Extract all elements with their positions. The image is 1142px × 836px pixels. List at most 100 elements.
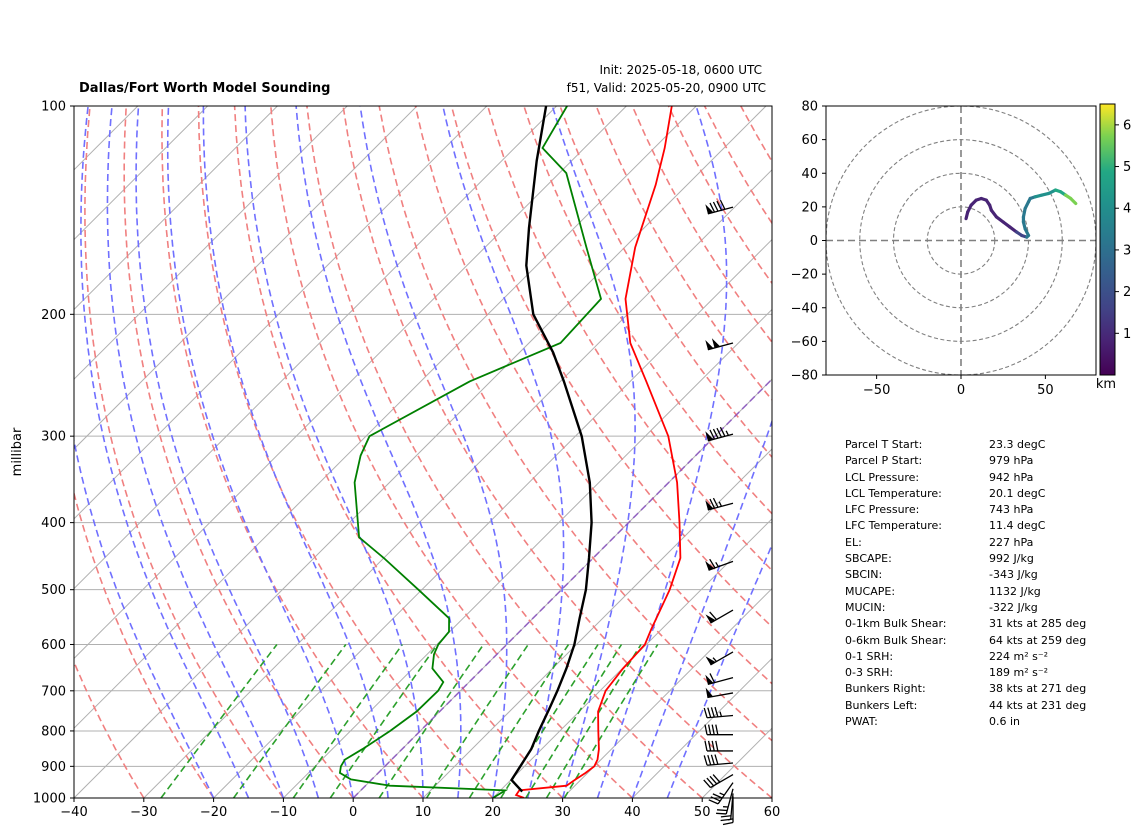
- parameter-label: Parcel P Start:: [845, 454, 923, 468]
- parameter-row: SBCAPE: 992 J/kg: [845, 551, 1086, 567]
- barb-full: [712, 774, 721, 783]
- barb-flag: [705, 204, 714, 214]
- parameter-value: 992 J/kg: [989, 552, 1034, 566]
- parameter-label: SBCIN:: [845, 568, 883, 582]
- mixing-ratio-line: [378, 644, 485, 798]
- skewt-lines-layer: [74, 106, 772, 798]
- init-time: Init: 2025-05-18, 0600 UTC: [599, 63, 762, 77]
- barb-full: [703, 707, 708, 718]
- barb-half: [719, 792, 725, 796]
- parameter-label: MUCIN:: [845, 600, 886, 614]
- dry-adiabat-line: [486, 106, 772, 572]
- isotherm-line: [213, 238, 772, 798]
- parameter-label: 0-1km Bulk Shear:: [845, 617, 947, 631]
- x-tick-label: 20: [485, 805, 502, 820]
- moist-adiabat-line: [295, 106, 462, 798]
- barb-full: [716, 427, 723, 438]
- dewpoint-profile: [338, 106, 603, 798]
- barb-flag: [705, 614, 716, 624]
- mixing-ratio-line: [292, 644, 403, 798]
- barb-full: [707, 754, 712, 766]
- x-tick-label: 50: [694, 805, 711, 820]
- moist-adiabat-line: [106, 106, 285, 798]
- x-tick-label: 60: [764, 805, 781, 820]
- barb-shaft: [707, 714, 734, 719]
- mixing-ratio-line: [160, 644, 278, 798]
- barb-shaft: [710, 774, 734, 789]
- wind-barb: [705, 497, 734, 511]
- hodo-y-tick-label: 60: [801, 133, 818, 148]
- parameter-value: 23.3 degC: [989, 438, 1046, 451]
- skewt-y-ticks: 1000 900 800 700 600 500 400 300 200 100: [33, 100, 74, 807]
- colorbar-tick-label: 6: [1123, 118, 1131, 133]
- barb-full: [707, 724, 712, 735]
- isotherm-line: [143, 169, 772, 798]
- skewt-x-ticks: −40 −30 −20 −10 0 10 20 30 40 50 60: [60, 798, 780, 820]
- parameter-label: SBCAPE:: [845, 552, 892, 566]
- hodograph-plot: −50 0 50 80 60 40 20 0 −20 −40 −60 −80 1 2 3 4 5 6 km: [791, 100, 1132, 399]
- parameter-label: Bunkers Right:: [845, 682, 926, 696]
- barb-full: [719, 426, 726, 437]
- wind-barb: [705, 338, 734, 351]
- parcel-profile: [509, 106, 593, 793]
- hodograph-y-ticks: 80 60 40 20 0 −20 −40 −60 −80: [791, 100, 826, 384]
- parameter-row: LCL Temperature: 20.1 degC: [845, 486, 1086, 502]
- wind-barb: [705, 651, 734, 666]
- barb-full: [712, 428, 719, 439]
- moist-adiabat-line: [80, 106, 250, 798]
- chart-title: Dallas/Fort Worth Model Sounding: [79, 81, 330, 96]
- barb-full: [704, 740, 708, 752]
- parameter-value: 64 kts at 259 deg: [989, 633, 1087, 647]
- barb-full: [704, 724, 708, 735]
- barb-full: [708, 799, 719, 805]
- barb-full: [712, 201, 719, 212]
- isotherm-line: [492, 518, 772, 798]
- parameter-row: Parcel P Start: 979 hPa: [845, 453, 1086, 469]
- parameter-row: LFC Pressure: 743 hPa: [845, 502, 1086, 518]
- x-tick-label: 40: [624, 805, 641, 820]
- dry-adiabat-line: [161, 106, 424, 798]
- parameter-label: MUCAPE:: [845, 584, 896, 598]
- barb-full: [709, 775, 718, 785]
- barb-full: [706, 777, 715, 787]
- y-tick-label: 800: [41, 724, 66, 739]
- barb-full: [709, 202, 716, 213]
- x-tick-label: 30: [554, 805, 571, 820]
- parameter-value: -343 J/kg: [989, 568, 1038, 582]
- wind-barb: [703, 754, 734, 766]
- isotherm-line: [74, 106, 418, 450]
- barb-full: [709, 673, 716, 683]
- parameter-row: Bunkers Right: 38 kts at 271 deg: [845, 681, 1086, 697]
- isotherm-line: [562, 587, 772, 798]
- parameter-row: MUCAPE: 1132 J/kg: [845, 584, 1086, 600]
- wind-barb: [716, 788, 734, 815]
- parameter-label: 0-1 SRH:: [845, 649, 894, 663]
- barb-half: [712, 657, 717, 662]
- barb-full: [707, 740, 712, 752]
- barb-full: [715, 740, 719, 752]
- mixing-ratio-line: [468, 644, 570, 798]
- barb-full: [709, 558, 716, 569]
- hodo-x-tick-label: 50: [1037, 383, 1054, 398]
- y-tick-label: 1000: [33, 792, 66, 807]
- barb-full: [716, 200, 723, 211]
- wind-barb: [704, 724, 733, 736]
- parameter-value: 31 kts at 285 deg: [989, 617, 1087, 631]
- parameter-label: LCL Pressure:: [845, 470, 920, 484]
- isotherm-line: [74, 106, 488, 520]
- barb-full: [716, 809, 728, 812]
- parameter-label: Bunkers Left:: [845, 698, 918, 712]
- barb-full: [710, 754, 715, 765]
- hodograph-x-ticks: −50 0 50: [863, 375, 1054, 398]
- moist-adiabat-line: [631, 418, 772, 798]
- dry-adiabat-line: [74, 490, 215, 798]
- isotherm-line: [74, 106, 208, 241]
- barb-full: [714, 706, 719, 718]
- mixing-ratio-line: [525, 644, 623, 798]
- y-tick-label: 200: [41, 308, 66, 323]
- colorbar-label: km: [1096, 377, 1116, 392]
- barb-full: [712, 793, 723, 799]
- x-tick-label: 10: [415, 805, 432, 820]
- isotherm-line: [74, 106, 348, 380]
